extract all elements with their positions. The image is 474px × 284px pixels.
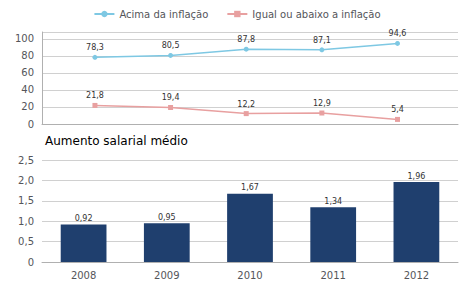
- svg-text:1,67: 1,67: [241, 183, 259, 192]
- svg-text:2,0: 2,0: [18, 175, 34, 186]
- svg-text:2012: 2012: [404, 270, 429, 281]
- svg-text:2009: 2009: [154, 270, 179, 281]
- svg-text:80: 80: [21, 50, 34, 61]
- svg-text:12,9: 12,9: [313, 99, 331, 108]
- svg-text:1,0: 1,0: [18, 216, 34, 227]
- svg-text:87,8: 87,8: [237, 35, 255, 44]
- svg-text:0: 0: [28, 119, 34, 130]
- svg-text:2008: 2008: [71, 270, 96, 281]
- svg-text:19,4: 19,4: [162, 93, 180, 102]
- svg-text:21,8: 21,8: [86, 91, 104, 100]
- svg-text:0: 0: [28, 257, 34, 268]
- svg-text:2010: 2010: [237, 270, 262, 281]
- svg-text:40: 40: [21, 84, 34, 95]
- svg-text:1,96: 1,96: [407, 172, 425, 181]
- svg-text:12,2: 12,2: [237, 100, 255, 109]
- svg-text:Acima da inflação: Acima da inflação: [119, 9, 208, 20]
- svg-text:78,3: 78,3: [86, 43, 104, 52]
- svg-text:87,1: 87,1: [313, 36, 331, 45]
- svg-text:1,5: 1,5: [18, 195, 34, 206]
- svg-text:5,4: 5,4: [391, 105, 404, 114]
- svg-text:1,34: 1,34: [324, 197, 342, 206]
- svg-text:0,92: 0,92: [75, 214, 93, 223]
- svg-text:94,6: 94,6: [389, 29, 407, 38]
- svg-text:Aumento salarial médio: Aumento salarial médio: [45, 134, 188, 148]
- svg-text:20: 20: [21, 101, 34, 112]
- svg-text:2011: 2011: [320, 270, 345, 281]
- svg-text:2,5: 2,5: [18, 155, 34, 166]
- svg-text:80,5: 80,5: [162, 41, 180, 50]
- svg-text:Igual ou abaixo a inflação: Igual ou abaixo a inflação: [252, 9, 380, 20]
- svg-text:60: 60: [21, 67, 34, 78]
- svg-text:0,5: 0,5: [18, 236, 34, 247]
- svg-text:100: 100: [15, 33, 34, 44]
- svg-text:0,95: 0,95: [158, 213, 176, 222]
